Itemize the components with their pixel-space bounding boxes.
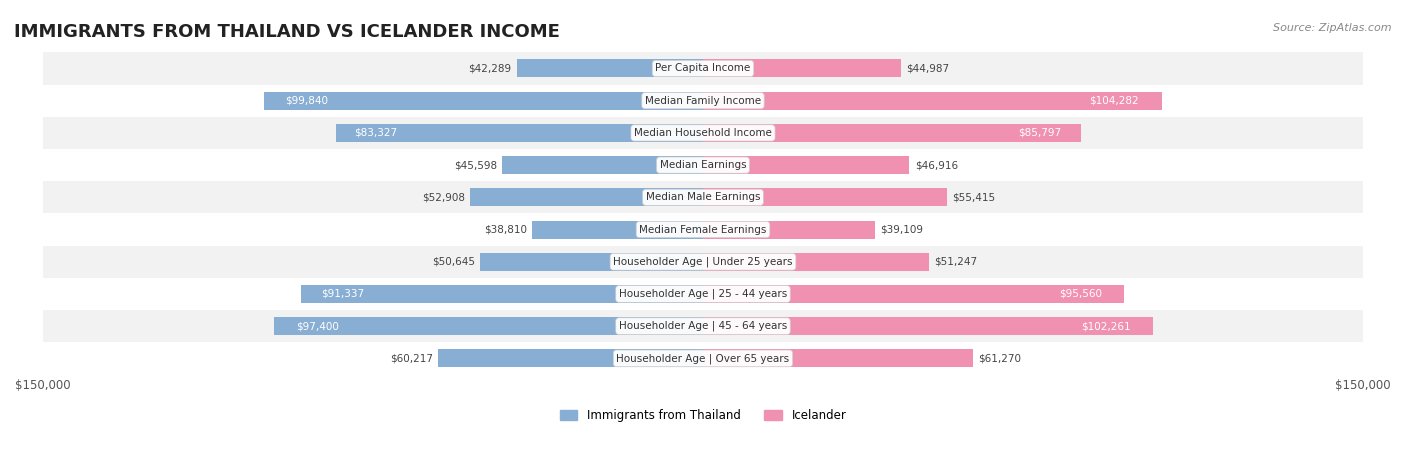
Bar xyxy=(479,253,703,271)
Text: $39,109: $39,109 xyxy=(880,225,924,234)
Bar xyxy=(42,85,1364,117)
Bar xyxy=(336,124,703,142)
Text: $51,247: $51,247 xyxy=(934,257,977,267)
Text: $95,560: $95,560 xyxy=(1060,289,1102,299)
Bar xyxy=(263,92,703,110)
Text: $52,908: $52,908 xyxy=(422,192,465,202)
Text: Median Female Earnings: Median Female Earnings xyxy=(640,225,766,234)
Text: $102,261: $102,261 xyxy=(1081,321,1130,331)
Bar xyxy=(274,317,703,335)
Bar xyxy=(703,220,875,239)
Bar xyxy=(42,246,1364,278)
Legend: Immigrants from Thailand, Icelander: Immigrants from Thailand, Icelander xyxy=(555,404,851,426)
Bar xyxy=(42,117,1364,149)
Text: $91,337: $91,337 xyxy=(321,289,364,299)
Text: IMMIGRANTS FROM THAILAND VS ICELANDER INCOME: IMMIGRANTS FROM THAILAND VS ICELANDER IN… xyxy=(14,23,560,42)
Bar xyxy=(42,52,1364,85)
Bar xyxy=(703,317,1153,335)
Bar xyxy=(42,181,1364,213)
Text: $44,987: $44,987 xyxy=(907,64,949,73)
Bar xyxy=(42,310,1364,342)
Text: $42,289: $42,289 xyxy=(468,64,512,73)
Bar xyxy=(42,342,1364,375)
Text: $38,810: $38,810 xyxy=(484,225,527,234)
Text: Per Capita Income: Per Capita Income xyxy=(655,64,751,73)
Text: $55,415: $55,415 xyxy=(952,192,995,202)
Bar xyxy=(301,285,703,303)
Bar xyxy=(502,156,703,174)
Text: $50,645: $50,645 xyxy=(432,257,475,267)
Text: Householder Age | Over 65 years: Householder Age | Over 65 years xyxy=(616,353,790,364)
Text: $85,797: $85,797 xyxy=(1018,128,1062,138)
Text: Householder Age | 45 - 64 years: Householder Age | 45 - 64 years xyxy=(619,321,787,332)
Bar xyxy=(517,59,703,78)
Text: Median Earnings: Median Earnings xyxy=(659,160,747,170)
Text: Source: ZipAtlas.com: Source: ZipAtlas.com xyxy=(1274,23,1392,33)
Bar xyxy=(703,349,973,368)
Bar xyxy=(703,253,928,271)
Bar xyxy=(703,124,1081,142)
Bar xyxy=(703,59,901,78)
Text: Householder Age | Under 25 years: Householder Age | Under 25 years xyxy=(613,256,793,267)
Text: $99,840: $99,840 xyxy=(285,96,329,106)
Text: Median Male Earnings: Median Male Earnings xyxy=(645,192,761,202)
Bar xyxy=(703,92,1161,110)
Text: Median Household Income: Median Household Income xyxy=(634,128,772,138)
Text: $61,270: $61,270 xyxy=(979,354,1021,363)
Bar xyxy=(703,156,910,174)
Bar xyxy=(439,349,703,368)
Text: $45,598: $45,598 xyxy=(454,160,498,170)
Text: Median Family Income: Median Family Income xyxy=(645,96,761,106)
Text: $104,282: $104,282 xyxy=(1090,96,1139,106)
Bar xyxy=(703,285,1123,303)
Text: $83,327: $83,327 xyxy=(354,128,398,138)
Bar xyxy=(703,188,946,206)
Bar xyxy=(42,278,1364,310)
Text: $60,217: $60,217 xyxy=(389,354,433,363)
Bar xyxy=(470,188,703,206)
Text: $46,916: $46,916 xyxy=(915,160,957,170)
Bar xyxy=(533,220,703,239)
Text: $97,400: $97,400 xyxy=(295,321,339,331)
Bar xyxy=(42,149,1364,181)
Bar xyxy=(42,213,1364,246)
Text: Householder Age | 25 - 44 years: Householder Age | 25 - 44 years xyxy=(619,289,787,299)
